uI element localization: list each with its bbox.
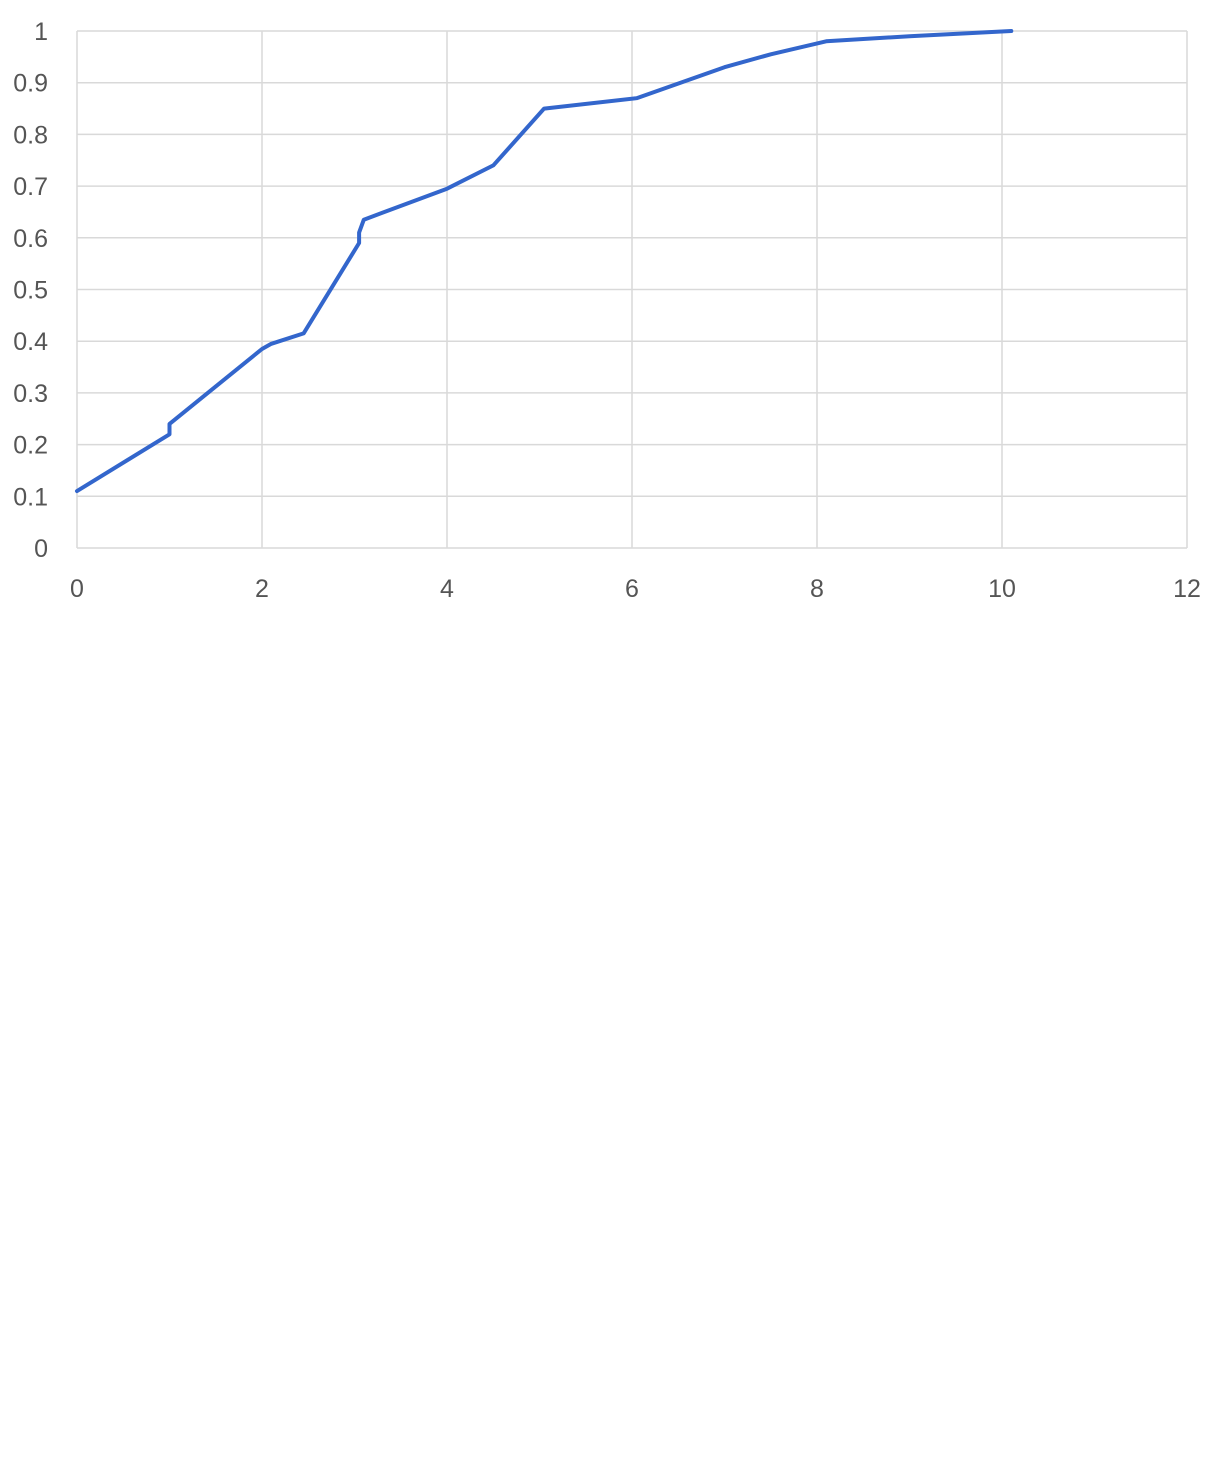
x-tick-labels: 0 2 4 6 8 10 12 xyxy=(70,575,1201,603)
x-tick-label: 12 xyxy=(1173,575,1201,603)
axes xyxy=(76,31,1187,549)
y-tick-label: 0.4 xyxy=(13,328,48,356)
grid-lines xyxy=(77,30,1188,548)
x-tick-label: 0 xyxy=(70,575,84,603)
x-tick-label: 4 xyxy=(440,575,454,603)
y-tick-label: 1 xyxy=(34,18,48,46)
y-tick-label: 0.9 xyxy=(13,70,48,98)
x-tick-label: 2 xyxy=(255,575,269,603)
y-tick-label: 0.6 xyxy=(13,225,48,253)
x-tick-label: 8 xyxy=(810,575,824,603)
y-tick-label: 0.2 xyxy=(13,432,48,460)
series-line xyxy=(75,29,1014,494)
y-tick-label: 0.5 xyxy=(13,277,48,305)
y-tick-labels: 0 0.1 0.2 0.3 0.4 0.5 0.6 0.7 0.8 0.9 1 xyxy=(13,18,48,563)
series-layer xyxy=(75,29,1014,494)
y-tick-label: 0.3 xyxy=(13,380,48,408)
y-tick-label: 0 xyxy=(34,535,48,563)
x-tick-label: 6 xyxy=(625,575,639,603)
y-tick-label: 0.1 xyxy=(13,483,48,511)
y-tick-label: 0.7 xyxy=(13,173,48,201)
y-tick-label: 0.8 xyxy=(13,121,48,149)
x-tick-label: 10 xyxy=(988,575,1016,603)
